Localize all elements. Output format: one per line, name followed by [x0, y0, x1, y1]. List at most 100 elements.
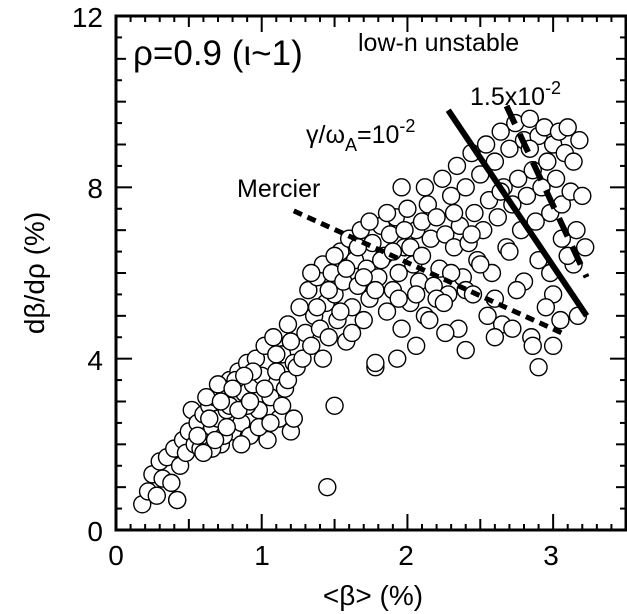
data-point	[478, 306, 497, 326]
data-point	[302, 263, 321, 283]
data-point	[520, 109, 540, 129]
data-point	[331, 302, 350, 321]
data-point	[500, 139, 519, 158]
y-tick-label: 4	[87, 345, 103, 376]
data-point	[167, 490, 187, 510]
data-point	[576, 238, 595, 257]
mercier-label: Mercier	[237, 175, 320, 203]
data-point	[564, 152, 583, 171]
data-point	[255, 379, 274, 398]
data-point	[235, 366, 254, 385]
data-point	[307, 298, 327, 317]
data-point	[444, 203, 464, 223]
data-point	[188, 426, 207, 445]
data-point	[465, 203, 484, 223]
data-point	[389, 289, 408, 308]
data-point	[529, 358, 548, 377]
data-point	[573, 186, 592, 206]
growth-rate-label: γ/ωA=10-2	[306, 116, 415, 155]
data-point	[388, 349, 407, 368]
x-tick-label: 2	[398, 540, 414, 571]
data-point	[389, 263, 408, 283]
data-point	[485, 328, 505, 347]
data-point	[377, 302, 397, 321]
data-point	[395, 220, 414, 240]
data-point	[342, 323, 362, 343]
data-point	[517, 186, 537, 206]
growth-rate-1-5-label-main: 1.5x10	[470, 83, 545, 111]
data-point	[491, 122, 510, 141]
data-point	[217, 418, 236, 437]
data-point	[433, 169, 452, 188]
y-tick-label: 12	[72, 2, 103, 33]
mercier-line	[292, 208, 563, 336]
x-axis-label: <β> (%)	[323, 580, 423, 611]
data-point	[412, 246, 432, 266]
x-tick-label: 3	[543, 540, 559, 571]
data-point	[507, 280, 526, 300]
data-point	[538, 152, 557, 171]
data-point	[447, 156, 467, 176]
data-point	[570, 131, 589, 150]
data-point	[366, 280, 385, 300]
data-point	[147, 486, 167, 505]
data-point	[319, 280, 338, 300]
data-point	[427, 208, 446, 227]
data-point	[354, 310, 373, 330]
data-point	[162, 473, 181, 493]
growth-rate-label-eq: =10	[357, 121, 399, 149]
data-point	[406, 285, 426, 304]
data-point	[508, 169, 528, 188]
data-point	[526, 212, 545, 231]
data-point	[360, 212, 379, 231]
data-point	[500, 242, 519, 261]
data-point	[503, 319, 522, 338]
data-point	[398, 199, 417, 218]
x-tick-label: 0	[108, 540, 124, 571]
data-point	[284, 409, 303, 428]
data-point	[205, 430, 225, 450]
axis-ticks	[115, 15, 627, 531]
data-point	[318, 477, 337, 497]
data-point	[488, 208, 507, 227]
growth-rate-1-5-label-exp: -2	[545, 78, 561, 98]
data-point	[267, 345, 286, 364]
data-point	[264, 328, 283, 347]
data-point	[456, 178, 475, 197]
data-point	[325, 396, 344, 415]
data-point	[223, 379, 242, 398]
data-point	[194, 443, 213, 463]
data-point	[436, 323, 455, 343]
data-point	[523, 336, 542, 356]
data-point	[406, 336, 426, 356]
data-point	[462, 225, 481, 244]
data-point	[313, 349, 333, 368]
data-point	[546, 169, 566, 188]
data-point	[456, 340, 475, 360]
data-point	[337, 259, 356, 278]
data-point	[392, 178, 411, 197]
data-point	[558, 118, 577, 137]
data-point	[281, 332, 301, 351]
growth-rate-label-exp: -2	[399, 116, 415, 136]
data-point	[319, 328, 338, 347]
data-point	[272, 396, 292, 415]
data-point	[200, 409, 219, 428]
low-n-unstable-annotation: low-n unstable	[358, 29, 519, 57]
scatter-points	[133, 109, 595, 514]
data-point	[240, 392, 260, 411]
data-point	[415, 178, 435, 197]
data-point	[436, 225, 455, 244]
data-point	[261, 413, 280, 433]
data-point	[551, 310, 570, 330]
data-point	[211, 392, 231, 411]
data-point	[302, 336, 321, 356]
data-point	[278, 370, 298, 390]
data-point	[434, 293, 454, 313]
data-point	[567, 220, 586, 240]
growth-rate-line	[445, 108, 590, 318]
growth-rate-label-sub: A	[345, 135, 357, 155]
growth-rate-line	[503, 104, 590, 279]
data-point	[536, 298, 556, 317]
